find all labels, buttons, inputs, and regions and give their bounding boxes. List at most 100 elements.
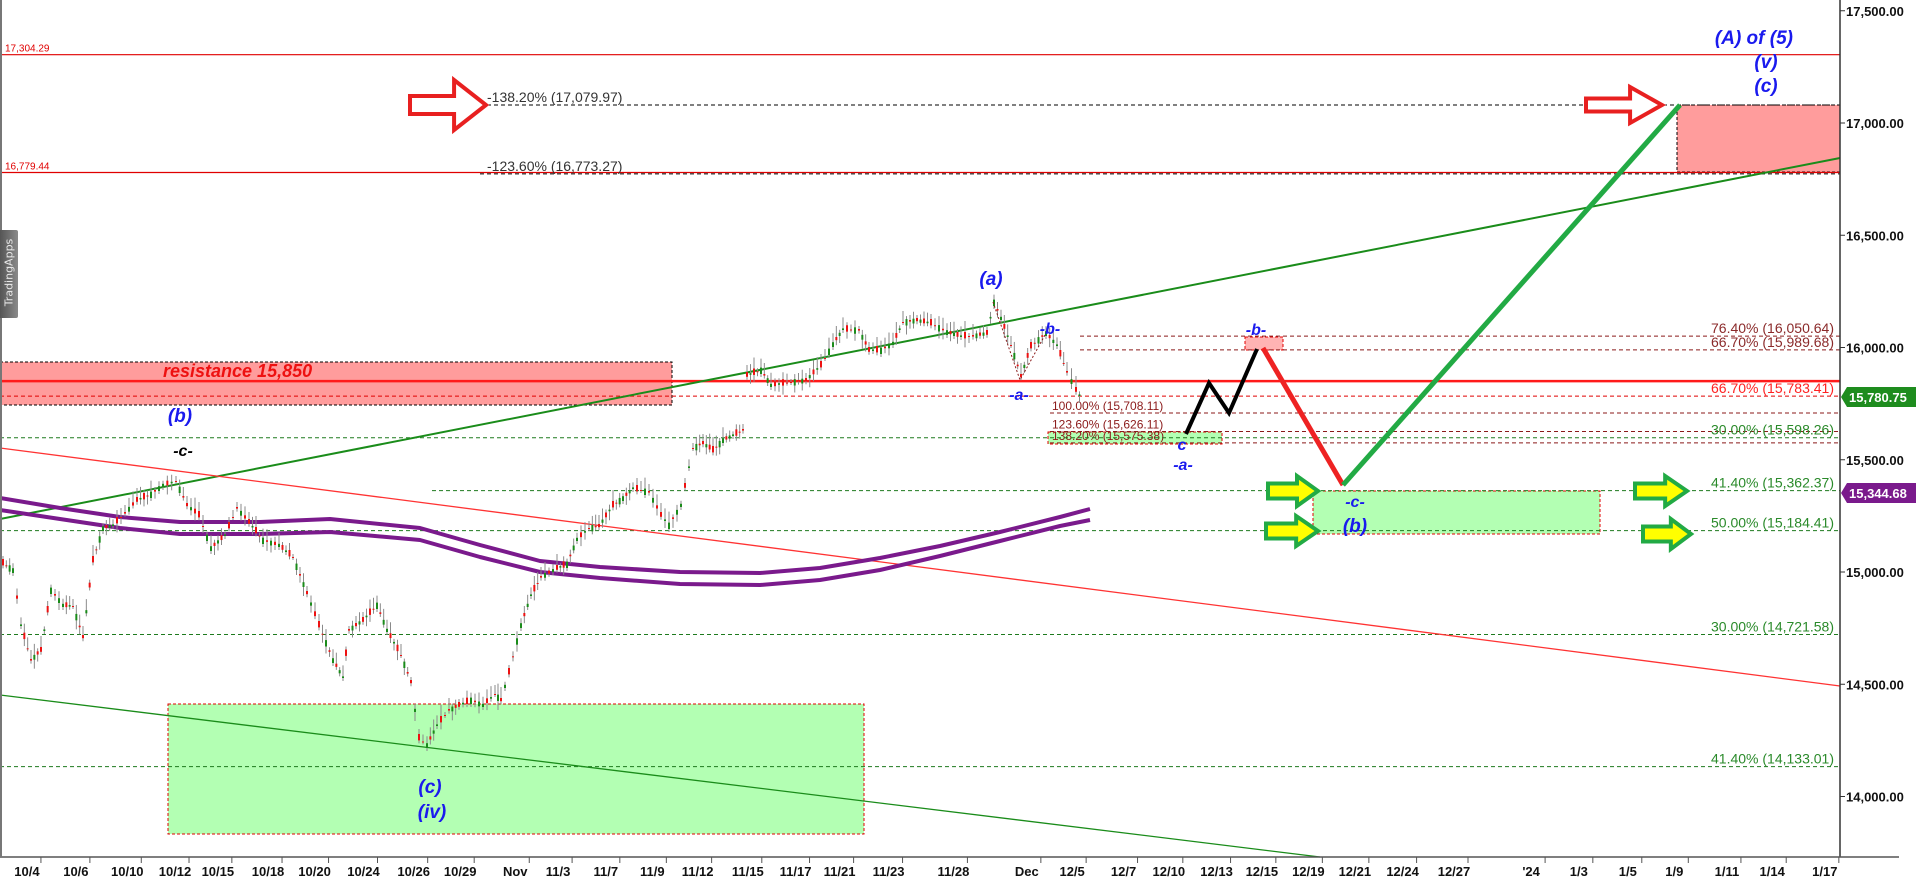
y-tick-label: 16,000.00 <box>1846 341 1904 356</box>
candle-body <box>652 497 654 503</box>
candle-body <box>108 524 111 528</box>
candle-body <box>864 341 867 345</box>
candle-body <box>389 633 392 639</box>
candle-body <box>82 635 84 639</box>
candle-body <box>786 382 788 384</box>
candle-body <box>850 329 852 331</box>
candle-body <box>715 446 718 448</box>
candle-body <box>85 610 88 614</box>
b-zone-red <box>0 361 673 406</box>
annotations-layer: (A) of (5) (v) (c) (a) -b- -a- -b-c -a- -c- (b) (b… <box>163 28 1793 823</box>
candle-body <box>986 330 988 335</box>
candle-body <box>618 497 621 505</box>
candle-body <box>500 698 502 702</box>
x-tick-label: 10/20 <box>298 864 331 879</box>
fib-label: 138.20% (15,575.38) <box>1052 429 1164 443</box>
candle-body <box>580 532 582 538</box>
candle-body <box>778 383 780 385</box>
wave-label: c <box>1178 437 1187 454</box>
y-tick-label: 17,000.00 <box>1846 116 1904 131</box>
candle-body <box>732 434 734 436</box>
x-tick-label: 1/5 <box>1619 864 1637 879</box>
candle-body <box>838 332 841 336</box>
wave-a-b-dotted <box>992 301 1046 382</box>
wave-label: -c- <box>173 443 193 460</box>
black-zigzag <box>1184 348 1259 435</box>
candle-body <box>292 557 294 558</box>
candle-body <box>146 495 149 497</box>
candle-body <box>692 448 694 449</box>
candle-body <box>702 441 704 445</box>
candle-body <box>584 531 586 533</box>
candle-body <box>486 698 488 704</box>
candle-body <box>281 545 284 550</box>
candle-body <box>72 606 74 607</box>
fib-label: 41.40% (14,133.01) <box>1711 751 1834 767</box>
candle-body <box>396 644 399 652</box>
yellow-arrow-41-right-icon <box>1633 472 1691 510</box>
candle-body <box>648 491 650 493</box>
y-tick-label: 14,000.00 <box>1846 790 1904 805</box>
candle-body <box>766 378 769 383</box>
candle-body <box>78 625 81 628</box>
tradingapps-side-tab[interactable]: TradingApps <box>0 230 18 318</box>
candle-body <box>801 378 804 384</box>
candle-body <box>858 329 860 331</box>
candle-body <box>462 702 464 705</box>
candle-body <box>923 318 925 324</box>
candle-body <box>328 650 331 652</box>
candle-body <box>182 496 185 498</box>
candle-body <box>968 336 970 337</box>
candle-body <box>562 561 565 568</box>
candle-body <box>105 525 108 529</box>
candle-body <box>1075 387 1077 392</box>
candle-body <box>224 534 226 536</box>
x-tick-label: 11/3 <box>546 864 571 879</box>
candle-body <box>588 528 590 529</box>
candle-body <box>128 506 130 512</box>
candle-body <box>1013 352 1016 360</box>
candle-body <box>770 383 772 387</box>
candle-body <box>266 540 268 542</box>
x-tick-label: Dec <box>1015 864 1039 879</box>
candle-body <box>474 700 476 703</box>
candle-body <box>628 490 631 494</box>
candle-body <box>1006 335 1009 337</box>
x-tick-label: 12/19 <box>1292 864 1325 879</box>
candle-body <box>190 507 192 511</box>
candle-body <box>698 443 701 446</box>
candle-body <box>526 603 529 607</box>
candle-body <box>753 368 755 375</box>
candle-body <box>884 346 886 349</box>
wave-label: (iv) <box>418 802 447 823</box>
projection-paths-layer <box>992 103 1682 487</box>
candle-body <box>636 485 638 492</box>
candle-body <box>116 517 118 524</box>
candle-body <box>1048 335 1051 339</box>
candle-body <box>418 734 420 741</box>
candle-body <box>232 517 234 518</box>
x-tick-label: 1/3 <box>1570 864 1588 879</box>
candle-body <box>1066 371 1068 373</box>
x-tick-label: 10/4 <box>14 864 40 879</box>
candle-body <box>285 550 287 552</box>
price-tag-label: 15,344.68 <box>1849 486 1907 501</box>
x-tick-label: 11/9 <box>640 864 665 879</box>
yellow-arrow-50-right-icon <box>1641 515 1695 553</box>
candle-body <box>497 694 499 701</box>
candle-body <box>956 332 959 337</box>
candle-body <box>934 325 936 327</box>
candle-body <box>8 565 11 572</box>
candle-body <box>742 429 744 431</box>
candle-body <box>572 545 575 551</box>
candle-body <box>332 658 334 663</box>
candle-body <box>494 694 496 695</box>
candle-body <box>58 598 60 603</box>
candle-body <box>429 736 432 740</box>
candle-body <box>1010 345 1012 346</box>
x-tick-label: 1/17 <box>1812 864 1837 879</box>
red-down-leg <box>1260 346 1346 487</box>
candle-body <box>688 466 690 468</box>
